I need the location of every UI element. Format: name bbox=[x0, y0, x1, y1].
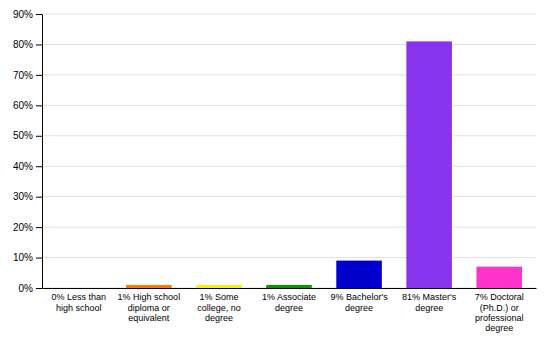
tick-label-line: 1% Some bbox=[199, 292, 238, 302]
tick-label-line: high school bbox=[56, 303, 102, 313]
tick-label-line: degree bbox=[345, 303, 373, 313]
tick-mark bbox=[36, 44, 42, 45]
tick-label: 10% bbox=[13, 252, 33, 263]
grid-line bbox=[42, 227, 536, 228]
tick-label: 9% Bachelor'sdegree bbox=[330, 292, 388, 312]
tick: 1% Associatedegree bbox=[262, 292, 316, 312]
tick: 20% bbox=[13, 222, 42, 233]
grid-line bbox=[42, 44, 536, 45]
tick-mark bbox=[36, 75, 42, 76]
tick-label-line: college, no bbox=[197, 303, 241, 313]
bar bbox=[126, 285, 172, 288]
grid-line bbox=[42, 257, 536, 258]
tick-label-line: 1% High school bbox=[118, 292, 181, 302]
grid-line bbox=[42, 105, 536, 106]
y-axis: 0% 10% 20% 30% 40% 50% 60% 70% 80% 90% bbox=[13, 9, 43, 294]
plot: 0% 10% 20% 30% 40% 50% 60% 70% 80% 90% 0% Less tha… bbox=[13, 9, 537, 334]
tick: 70% bbox=[13, 70, 42, 81]
tick: 10% bbox=[13, 252, 42, 263]
tick-label: 80% bbox=[13, 39, 33, 50]
tick-label: 7% Doctoral(Ph.D.) orprofessionaldegree bbox=[475, 292, 524, 333]
tick-label: 40% bbox=[13, 161, 33, 172]
tick-label: 30% bbox=[13, 191, 33, 202]
grid-line bbox=[42, 14, 536, 15]
tick: 1% High schooldiploma orequivalent bbox=[118, 292, 181, 323]
tick: 9% Bachelor'sdegree bbox=[330, 292, 388, 312]
tick-label-line: 9% Bachelor's bbox=[330, 292, 388, 302]
tick: 7% Doctoral(Ph.D.) orprofessionaldegree bbox=[475, 292, 524, 333]
axis-line bbox=[43, 288, 537, 289]
tick-mark bbox=[36, 258, 42, 259]
tick-label-line: degree bbox=[275, 303, 303, 313]
tick: 60% bbox=[13, 100, 42, 111]
axis-line bbox=[42, 15, 43, 289]
grid-line bbox=[42, 74, 536, 75]
tick-label: 81% Master'sdegree bbox=[402, 292, 457, 312]
tick-label-line: 1% Associate bbox=[262, 292, 316, 302]
tick-mark bbox=[36, 288, 42, 289]
tick: 0% bbox=[19, 283, 42, 294]
tick-mark bbox=[36, 166, 42, 167]
tick-label: 1% Associatedegree bbox=[262, 292, 316, 312]
tick-label-line: degree bbox=[485, 323, 513, 333]
tick-label-line: 81% Master's bbox=[402, 292, 457, 302]
tick-label-line: professional bbox=[475, 313, 524, 323]
bar bbox=[266, 285, 312, 288]
tick-label-line: 0% Less than bbox=[52, 292, 107, 302]
tick-label-line: degree bbox=[205, 313, 233, 323]
bar bbox=[476, 267, 522, 288]
tick: 81% Master'sdegree bbox=[402, 292, 457, 312]
tick: 80% bbox=[13, 39, 42, 50]
tick-label: 1% High schooldiploma orequivalent bbox=[118, 292, 181, 323]
grid-line bbox=[42, 196, 536, 197]
tick-label: 20% bbox=[13, 222, 33, 233]
tick-mark bbox=[36, 197, 42, 198]
grid-line bbox=[42, 135, 536, 136]
tick-mark bbox=[36, 136, 42, 137]
tick: 0% Less thanhigh school bbox=[52, 292, 107, 312]
chart: 0% 10% 20% 30% 40% 50% 60% 70% 80% 90% 0% Less tha… bbox=[0, 0, 550, 350]
tick-label: 50% bbox=[13, 130, 33, 141]
tick-mark bbox=[36, 14, 42, 15]
tick: 90% bbox=[13, 9, 42, 20]
tick-label-line: (Ph.D.) or bbox=[480, 303, 519, 313]
bar bbox=[336, 261, 382, 288]
bar bbox=[196, 285, 242, 288]
tick-mark bbox=[36, 105, 42, 106]
tick-label-line: equivalent bbox=[128, 313, 170, 323]
tick: 1% Somecollege, nodegree bbox=[197, 292, 241, 323]
bars bbox=[126, 41, 522, 288]
tick-label-line: 7% Doctoral bbox=[475, 292, 524, 302]
grid-line bbox=[42, 166, 536, 167]
tick-label: 70% bbox=[13, 70, 33, 81]
tick: 40% bbox=[13, 161, 42, 172]
tick-label: 0% bbox=[19, 283, 34, 294]
tick-label: 60% bbox=[13, 100, 33, 111]
x-axis: 0% Less thanhigh school 1% High schooldip… bbox=[43, 289, 537, 334]
tick-label-line: diploma or bbox=[128, 303, 170, 313]
tick: 50% bbox=[13, 130, 42, 141]
tick-label: 0% Less thanhigh school bbox=[52, 292, 107, 312]
tick-label: 90% bbox=[13, 9, 33, 20]
grid bbox=[42, 14, 536, 288]
bar bbox=[56, 288, 102, 289]
tick-label-line: degree bbox=[415, 303, 443, 313]
tick-label: 1% Somecollege, nodegree bbox=[197, 292, 241, 323]
tick: 30% bbox=[13, 191, 42, 202]
bar bbox=[406, 41, 452, 288]
tick-mark bbox=[36, 227, 42, 228]
